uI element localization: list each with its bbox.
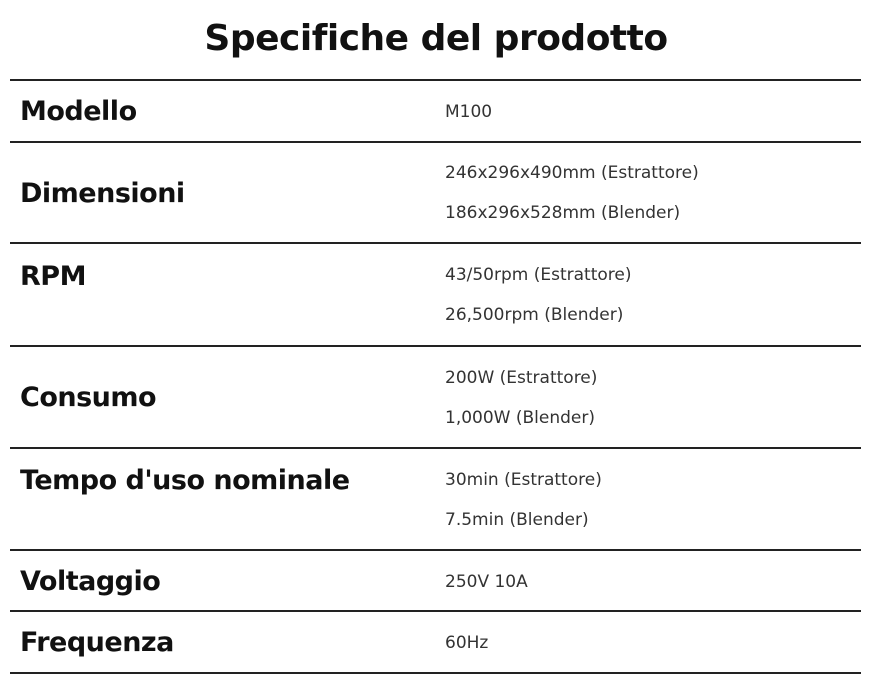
- row-value: 1,000W (Blender): [445, 408, 596, 428]
- row-value: 30min (Estrattore): [445, 470, 602, 490]
- row-value: 43/50rpm (Estrattore): [445, 265, 632, 285]
- row-value: 186x296x528mm (Blender): [445, 203, 681, 223]
- row-label-dimensioni: Dimensioni: [20, 178, 185, 209]
- row-label-consumo: Consumo: [20, 382, 157, 413]
- divider: [10, 447, 861, 449]
- row-value: 200W (Estrattore): [445, 368, 598, 388]
- row-value: M100: [445, 102, 493, 122]
- page-title: Specifiche del prodotto: [204, 18, 668, 59]
- divider: [10, 549, 861, 551]
- divider: [10, 242, 861, 244]
- divider: [10, 610, 861, 612]
- divider: [10, 141, 861, 143]
- divider: [10, 345, 861, 347]
- row-label-tempo: Tempo d'uso nominale: [20, 465, 350, 496]
- divider: [10, 672, 861, 674]
- row-label-modello: Modello: [20, 96, 137, 127]
- row-label-frequenza: Frequenza: [20, 627, 174, 658]
- row-value: 26,500rpm (Blender): [445, 305, 624, 325]
- divider: [10, 79, 861, 81]
- row-value: 60Hz: [445, 633, 489, 653]
- row-value: 246x296x490mm (Estrattore): [445, 163, 699, 183]
- row-label-rpm: RPM: [20, 261, 86, 292]
- row-value: 250V 10A: [445, 572, 528, 592]
- row-value: 7.5min (Blender): [445, 510, 589, 530]
- row-label-voltaggio: Voltaggio: [20, 566, 161, 597]
